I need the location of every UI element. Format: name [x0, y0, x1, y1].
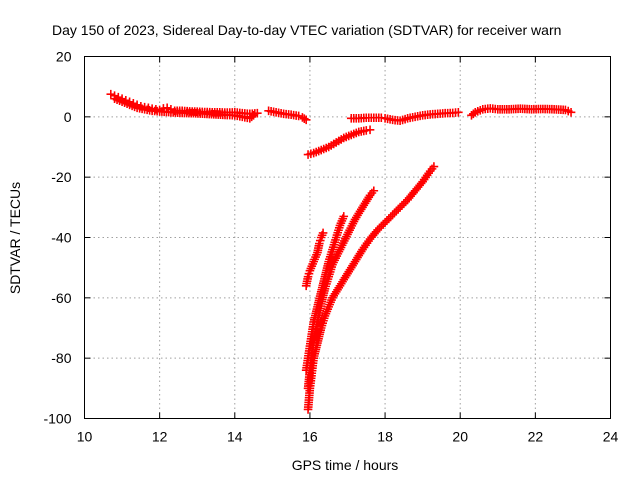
- y-tick-label: -60: [51, 290, 71, 306]
- x-tick-label: 10: [77, 429, 93, 445]
- x-tick-label: 20: [452, 429, 468, 445]
- axis-ticks: 10 12 14 16 18 20 22 24 -100 -80 -60 -40 -20 0 20: [43, 49, 618, 445]
- y-tick-label: 0: [64, 109, 72, 125]
- data-point: [318, 228, 328, 238]
- x-tick-label: 16: [302, 429, 318, 445]
- data-point: [454, 108, 463, 117]
- y-tick-label: -80: [51, 350, 71, 366]
- chart-title: Day 150 of 2023, Sidereal Day-to-day VTE…: [52, 22, 561, 38]
- data-point: [566, 108, 576, 117]
- data-point: [106, 89, 116, 99]
- x-tick-label: 12: [152, 429, 168, 445]
- x-tick-label: 24: [603, 429, 619, 445]
- data-point: [429, 162, 439, 171]
- y-tick-label: -40: [51, 230, 71, 246]
- x-tick-label: 22: [528, 429, 544, 445]
- data-point: [249, 111, 258, 120]
- y-tick-label: -100: [43, 411, 71, 427]
- data-point: [369, 186, 379, 196]
- x-axis-label: GPS time / hours: [292, 457, 399, 473]
- data-point: [294, 111, 303, 121]
- data-point: [365, 125, 375, 135]
- x-tick-label: 18: [377, 429, 393, 445]
- data-point: [301, 115, 311, 125]
- data-point: [339, 212, 349, 221]
- x-tick-label: 14: [227, 429, 243, 445]
- data-points: [106, 89, 576, 414]
- y-tick-label: -20: [51, 169, 71, 185]
- y-tick-label: 20: [56, 49, 72, 65]
- y-axis-label: SDTVAR / TECUs: [7, 182, 23, 294]
